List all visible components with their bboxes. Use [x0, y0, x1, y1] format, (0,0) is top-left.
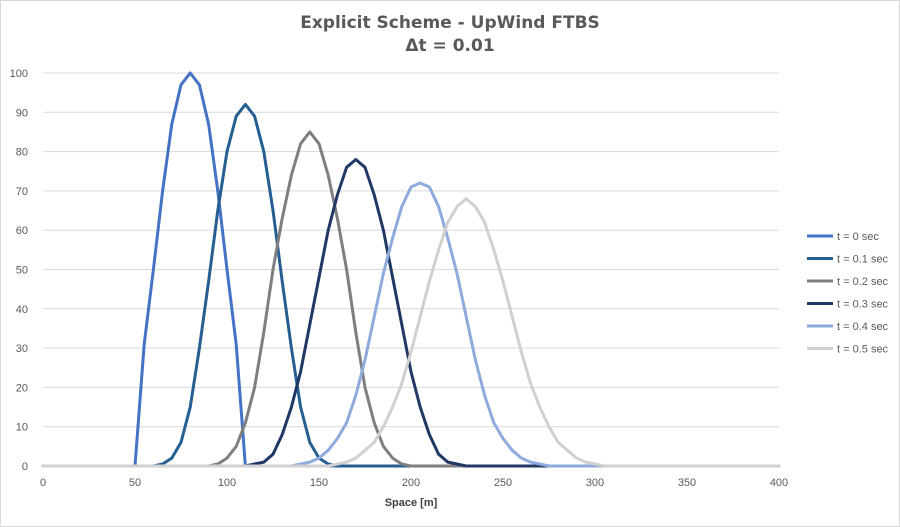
y-tick-label: 50: [16, 265, 28, 277]
series-line-4: [41, 181, 781, 468]
legend-label-1: t = 0.1 sec: [837, 254, 889, 266]
x-tick-label: 350: [678, 477, 696, 489]
legend: t = 0 sec t = 0.1 sec t = 0.2 sec t = 0.3 s…: [807, 231, 889, 356]
series-line-5: [41, 197, 781, 468]
series-line-1: [41, 102, 781, 468]
series-line-2: [41, 130, 781, 468]
x-tick-label: 300: [586, 477, 604, 489]
x-tick-label: 100: [218, 477, 236, 489]
chart-title: Explicit Scheme - UpWind FTBS: [300, 13, 600, 33]
y-tick-label: 20: [16, 382, 28, 394]
x-axis-label: Space [m]: [385, 497, 438, 509]
x-tick-label: 0: [40, 477, 46, 489]
legend-label-2: t = 0.2 sec: [837, 276, 889, 288]
x-tick-label: 200: [402, 477, 420, 489]
y-tick-label: 0: [22, 461, 28, 473]
x-axis-tick-labels: 0 50 100 150 200 250 300 350 400: [40, 477, 788, 489]
y-tick-label: 100: [10, 68, 28, 80]
y-axis-tick-labels: 0 10 20 30 40 50 60 70 80 90 100: [10, 68, 28, 473]
legend-label-4: t = 0.4 sec: [837, 321, 889, 333]
y-tick-label: 40: [16, 304, 28, 316]
y-tick-label: 80: [16, 147, 28, 159]
x-tick-label: 150: [310, 477, 328, 489]
legend-label-0: t = 0 sec: [837, 231, 879, 243]
series-line-3: [41, 158, 781, 468]
y-tick-label: 60: [16, 225, 28, 237]
x-tick-label: 400: [770, 477, 788, 489]
y-tick-label: 10: [16, 422, 28, 434]
chart-subtitle: Δt = 0.01: [405, 36, 495, 56]
y-tick-label: 30: [16, 343, 28, 355]
legend-label-3: t = 0.3 sec: [837, 299, 889, 311]
y-tick-label: 70: [16, 186, 28, 198]
x-tick-label: 50: [129, 477, 141, 489]
legend-label-5: t = 0.5 sec: [837, 344, 889, 356]
series-lines: [41, 71, 781, 468]
x-tick-label: 250: [494, 477, 512, 489]
y-tick-label: 90: [16, 107, 28, 119]
